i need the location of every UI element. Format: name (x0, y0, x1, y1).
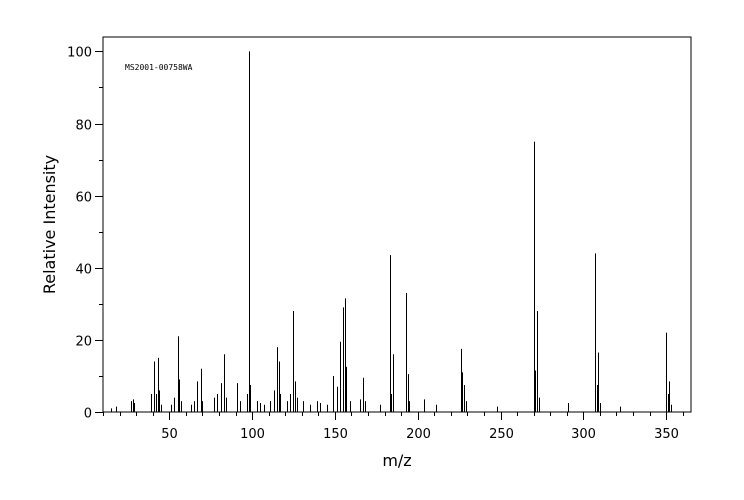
y-tick-label: 0 (84, 407, 92, 422)
y-tick-label: 40 (75, 263, 92, 278)
x-minor-ticks (103, 412, 684, 416)
x-tick-label: 50 (161, 427, 178, 442)
x-tick-label: 150 (323, 427, 348, 442)
plot-frame (102, 36, 692, 413)
y-axis-ticks: 0 20 40 60 80 100 (67, 46, 103, 422)
y-tick-label: 60 (75, 191, 92, 206)
y-tick-label: 100 (67, 46, 92, 61)
peak-series (111, 51, 672, 412)
x-axis-title: m/z (382, 451, 411, 470)
y-axis-title: Relative Intensity (40, 155, 59, 294)
x-tick-label: 350 (654, 427, 679, 442)
y-minor-ticks (99, 51, 103, 413)
spectrum-id-label: MS2001-00758WA (125, 63, 193, 72)
x-tick-label: 100 (240, 427, 265, 442)
x-axis-ticks: 50 100 150 200 250 300 350 (161, 412, 679, 442)
x-tick-label: 200 (406, 427, 431, 442)
x-tick-label: 250 (489, 427, 514, 442)
x-tick-label: 300 (571, 427, 596, 442)
y-tick-label: 80 (75, 119, 92, 134)
y-tick-label: 20 (75, 335, 92, 350)
